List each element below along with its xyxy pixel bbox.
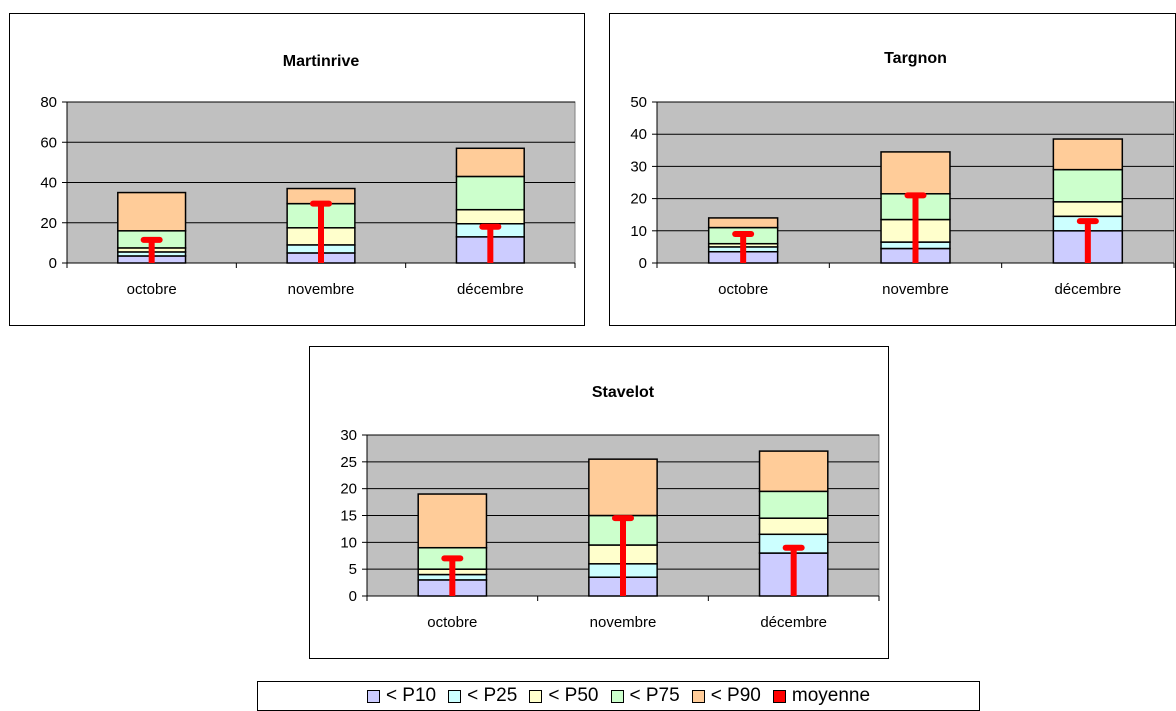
y-tick-label-martinrive-3: 60 bbox=[40, 134, 57, 151]
y-tick-label-targnon-2: 20 bbox=[630, 191, 647, 208]
y-tick-label-stavelot-1: 5 bbox=[349, 561, 357, 578]
legend-label-p10: < P10 bbox=[385, 685, 437, 706]
y-tick-label-stavelot-2: 10 bbox=[340, 534, 357, 551]
bar-segment-martinrive-decembre-p50 bbox=[455, 208, 525, 225]
legend-label-p75: < P75 bbox=[629, 685, 680, 706]
category-label-martinrive-decembre: décembre bbox=[457, 281, 524, 298]
legend-item-p10: < P10 bbox=[366, 685, 437, 707]
category-label-martinrive-octobre: octobre bbox=[127, 281, 177, 298]
bar-segment-martinrive-decembre-p75 bbox=[455, 175, 525, 211]
legend-item-p75: < P75 bbox=[610, 685, 680, 707]
legend-item-p90: < P90 bbox=[691, 685, 761, 707]
category-label-martinrive-novembre: novembre bbox=[288, 281, 355, 298]
category-label-targnon-octobre: octobre bbox=[718, 281, 768, 298]
bar-segment-stavelot-decembre-p75 bbox=[758, 490, 829, 519]
chart-title-martinrive: Martinrive bbox=[283, 53, 360, 70]
y-tick-label-martinrive-2: 40 bbox=[40, 175, 57, 192]
chart-svg-stavelot: Stavelot 0 5 10 15 20 25 30 octobre novembre décem… bbox=[340, 384, 880, 631]
legend-label-p50: < P50 bbox=[548, 685, 599, 706]
category-label-stavelot-novembre: novembre bbox=[590, 614, 657, 631]
y-tick-label-martinrive-1: 20 bbox=[40, 215, 57, 232]
y-tick-label-stavelot-3: 15 bbox=[340, 508, 357, 525]
chart-svg-martinrive: Martinrive 0 20 40 60 80 octobre novembre décemb… bbox=[40, 53, 576, 298]
bar-segment-martinrive-decembre-p90 bbox=[455, 147, 525, 178]
chart-svg-targnon: Targnon 0 10 20 30 40 50 octobre novembre décembr… bbox=[630, 50, 1175, 298]
bar-segment-stavelot-octobre-p90 bbox=[417, 493, 488, 549]
legend-item-moyenne: moyenne bbox=[772, 685, 871, 707]
legend-swatch-p25 bbox=[448, 689, 462, 703]
y-tick-label-martinrive-0: 0 bbox=[49, 255, 57, 272]
chart-panel-stavelot: Stavelot 0 5 10 15 20 25 30 octobre novembre décem… bbox=[309, 346, 889, 659]
bar-segment-targnon-decembre-p50 bbox=[1052, 201, 1124, 218]
y-tick-label-stavelot-5: 25 bbox=[340, 454, 357, 471]
legend-swatch-p75 bbox=[610, 689, 624, 703]
y-tick-label-targnon-0: 0 bbox=[639, 255, 647, 272]
legend-item-p25: < P25 bbox=[448, 685, 517, 707]
category-label-targnon-decembre: décembre bbox=[1054, 281, 1121, 298]
category-label-targnon-novembre: novembre bbox=[882, 281, 949, 298]
bar-segment-targnon-decembre-p75 bbox=[1052, 168, 1124, 203]
y-tick-label-targnon-5: 50 bbox=[630, 94, 647, 111]
chart-title-stavelot: Stavelot bbox=[592, 384, 655, 401]
chart-title-targnon: Targnon bbox=[884, 50, 947, 67]
legend-swatch-p10 bbox=[366, 689, 380, 703]
bar-segment-martinrive-octobre-p90 bbox=[117, 191, 187, 232]
bar-segment-stavelot-novembre-p90 bbox=[588, 458, 658, 517]
category-label-stavelot-decembre: décembre bbox=[760, 614, 827, 631]
y-tick-label-stavelot-6: 30 bbox=[340, 427, 357, 444]
y-tick-label-stavelot-0: 0 bbox=[349, 588, 357, 605]
legend-label-moyenne: moyenne bbox=[791, 685, 871, 706]
y-tick-label-stavelot-4: 20 bbox=[340, 481, 357, 498]
legend-label-p25: < P25 bbox=[467, 685, 518, 706]
y-tick-label-targnon-3: 30 bbox=[630, 158, 647, 175]
bar-segment-targnon-decembre-p90 bbox=[1052, 138, 1124, 171]
bar-segment-targnon-octobre-p90 bbox=[707, 217, 779, 229]
legend-swatch-moyenne bbox=[772, 689, 786, 703]
bar-segment-stavelot-decembre-p90 bbox=[758, 450, 829, 493]
legend: < P10 < P25 < P50 < P75 < P90 moyenne bbox=[257, 681, 980, 711]
bar-segment-targnon-novembre-p90 bbox=[880, 151, 951, 195]
y-tick-label-targnon-4: 40 bbox=[630, 126, 647, 143]
legend-swatch-p50 bbox=[529, 689, 543, 703]
y-tick-label-martinrive-4: 80 bbox=[40, 94, 57, 111]
legend-item-p50: < P50 bbox=[529, 685, 599, 707]
chart-panel-martinrive: Martinrive 0 20 40 60 80 octobre novembre décemb… bbox=[9, 13, 585, 326]
category-label-stavelot-octobre: octobre bbox=[427, 614, 477, 631]
chart-panel-targnon: Targnon 0 10 20 30 40 50 octobre novembre décembr… bbox=[609, 13, 1176, 326]
legend-label-p90: < P90 bbox=[710, 685, 761, 706]
y-tick-label-targnon-1: 10 bbox=[630, 223, 647, 240]
legend-swatch-p90 bbox=[691, 689, 705, 703]
bar-segment-stavelot-decembre-p50 bbox=[758, 517, 829, 536]
